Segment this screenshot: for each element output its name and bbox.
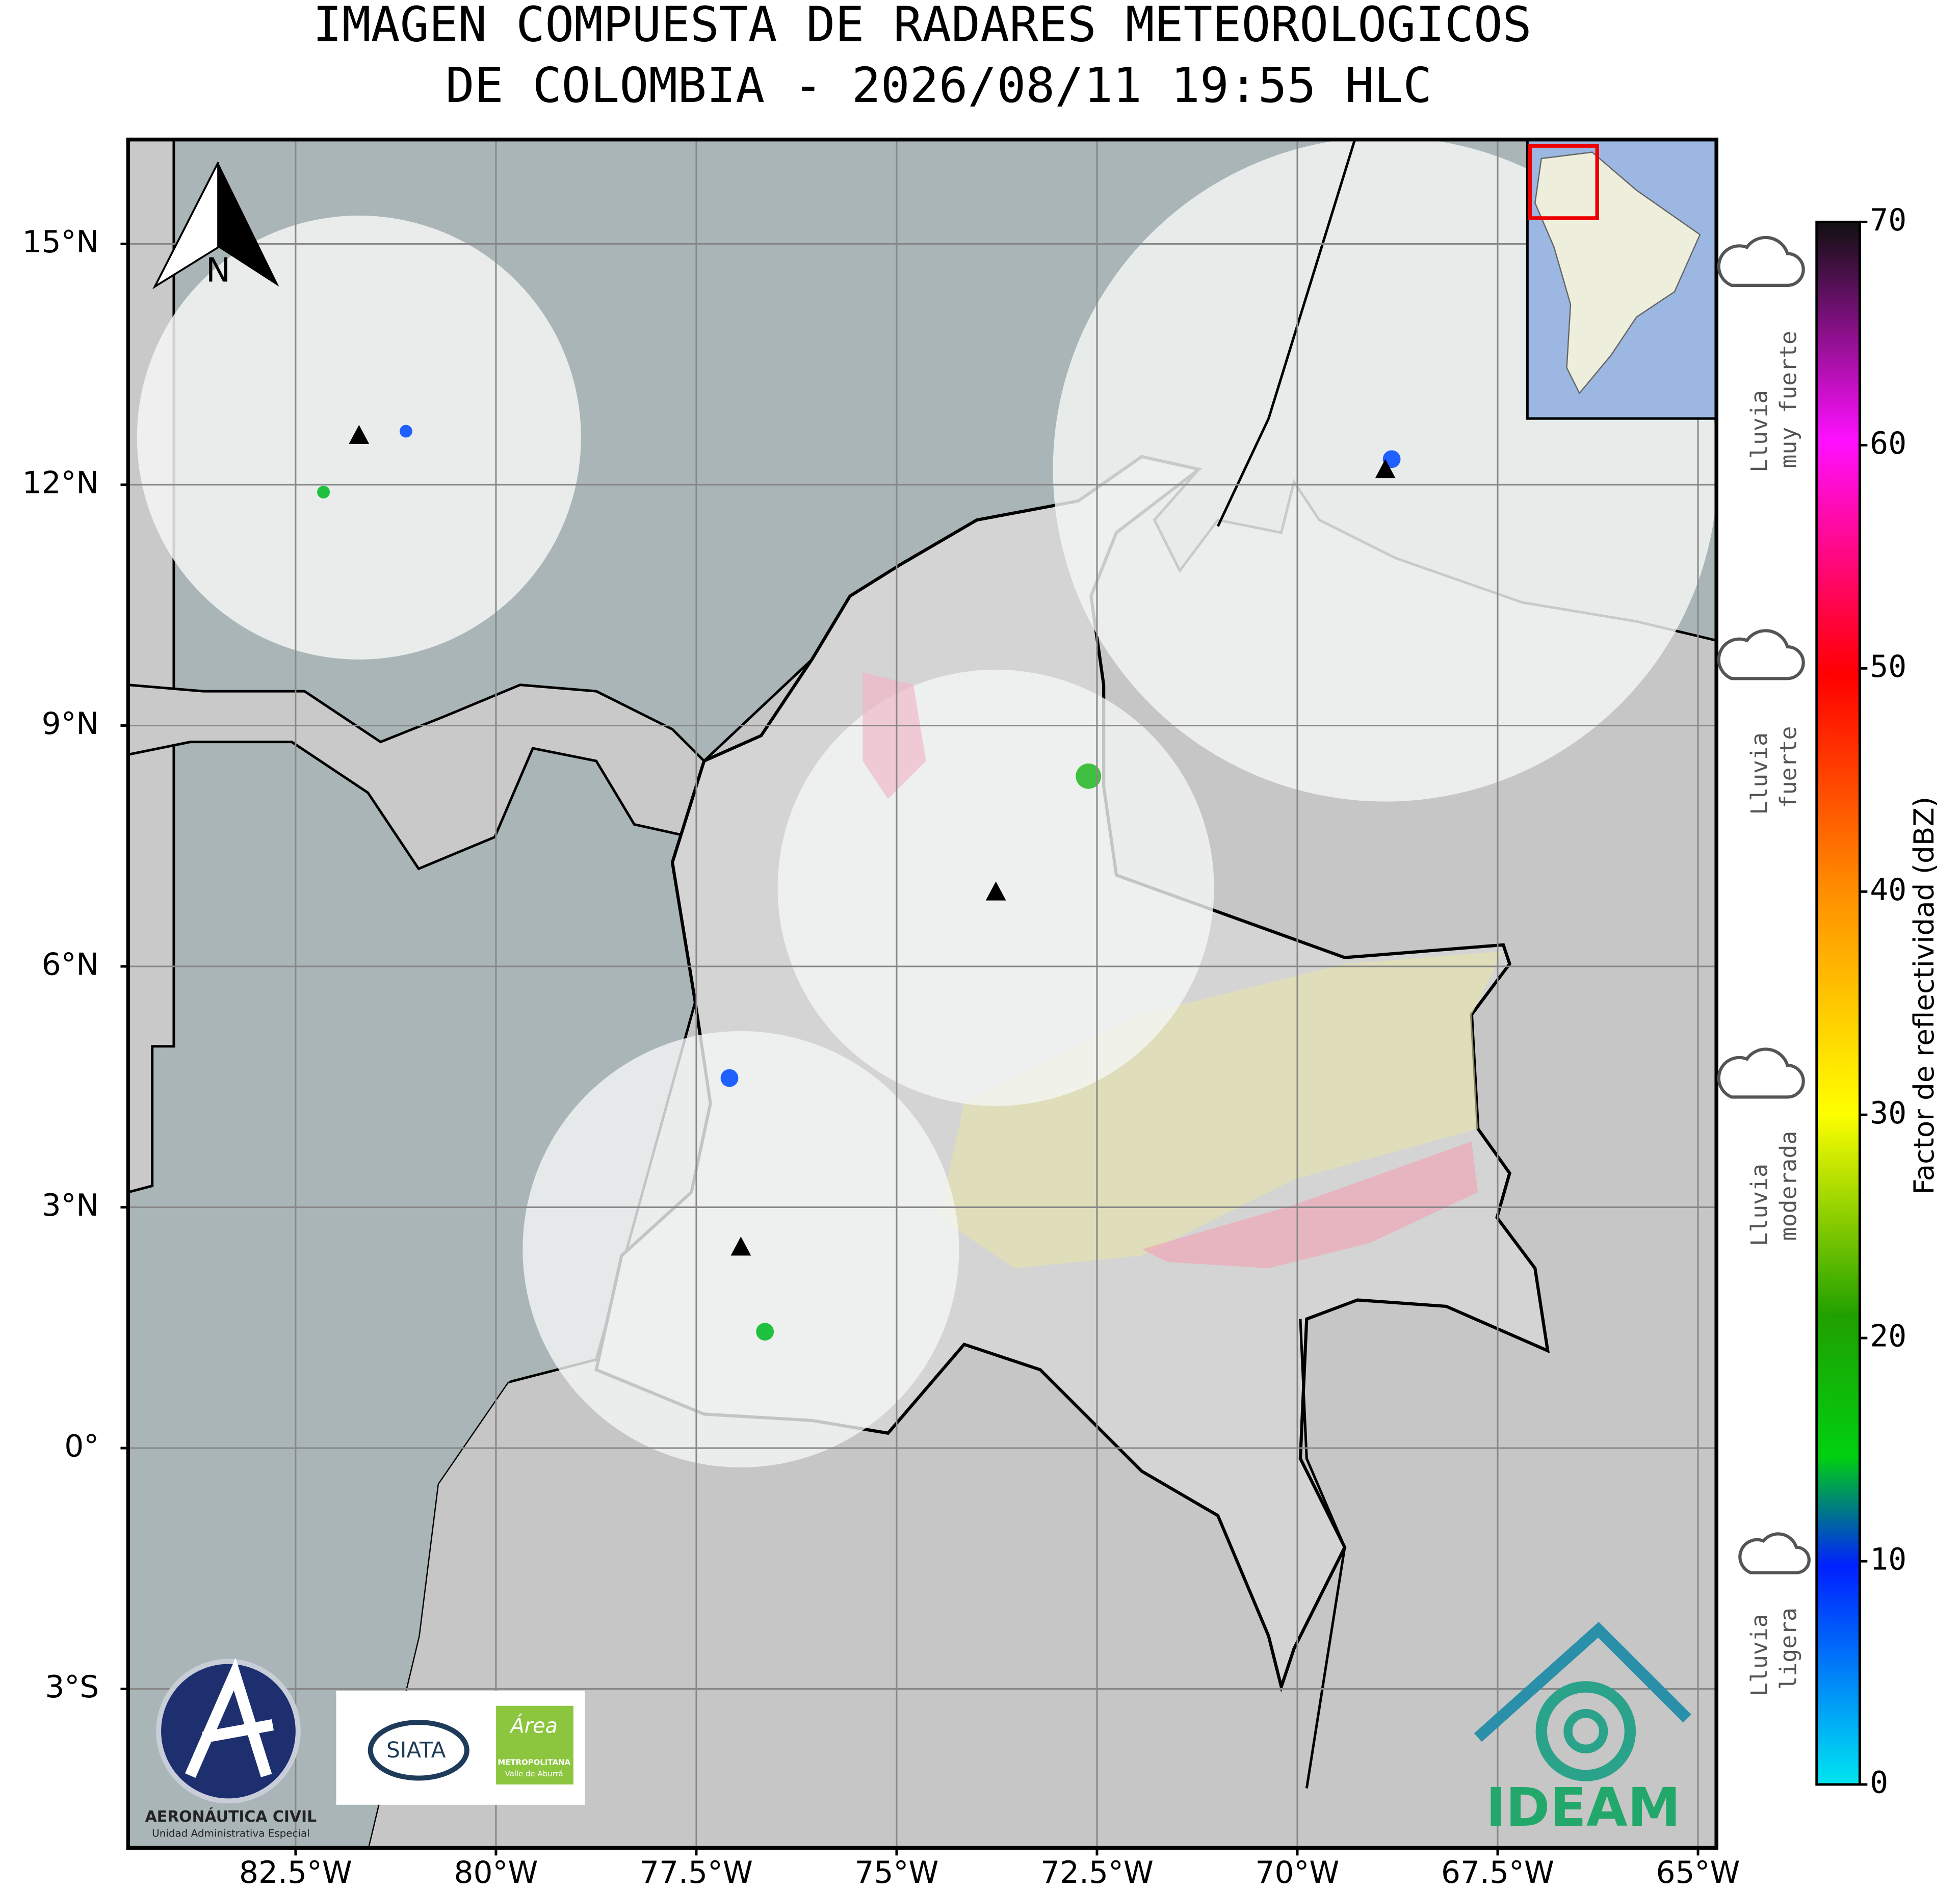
central-america [128,684,705,871]
radar-site [349,425,370,444]
radar-site [1375,459,1396,479]
echo [399,425,412,438]
logo-text: METROPOLITANA [498,1758,570,1767]
rain-label: Lluvia [1745,732,1772,815]
x-tick-label: 82.5°W [239,1855,352,1890]
north-label: N [206,252,230,290]
logo-text: Unidad Administrativa Especial [152,1828,310,1840]
colorbar-tick-label: 20 [1870,1319,1906,1354]
colorbar-tick-label: 10 [1870,1542,1906,1578]
colorbar-tick-label: 40 [1870,873,1906,908]
x-tick-label: 65°W [1656,1855,1740,1890]
colorbar-tick-label: 0 [1870,1766,1888,1801]
border [1216,139,1356,527]
logo-text: AERONÁUTICA CIVIL [145,1807,317,1826]
rain-legend: Lluvia muy fuerte Lluvia fuerte Lluvia m… [1717,235,1811,1696]
aerocivil-logo [185,1658,274,1778]
area-logo [496,1705,573,1784]
y-tick-label: 6°N [42,948,99,983]
x-tick-label: 75°W [854,1855,938,1890]
radar-site [985,881,1006,901]
rain-label: ligera [1775,1608,1802,1690]
ideam-logo [1474,1622,1691,1742]
inset-extent [1528,144,1599,220]
radar-site [730,1237,751,1256]
rain-label: Lluvia [1745,1614,1772,1696]
border [1299,1319,1346,1789]
map-frame [126,137,1718,1850]
graticule [128,139,1717,1848]
rain-icon [1717,235,1805,287]
ideam-logo [1535,1681,1636,1781]
logo-text: SIATA [386,1738,446,1763]
colorbar-tick-label: 50 [1870,649,1906,685]
logo-text: Área [509,1714,557,1738]
echo [317,486,330,498]
rain-label: muy fuerte [1775,331,1802,468]
map-area: N AERONÁUTICA CIVIL Unidad Administrativ… [128,139,1717,1848]
y-tick-label: 3°S [45,1670,99,1705]
y-tick-label: 15°N [22,225,99,260]
rain-label: Lluvia [1745,1164,1772,1246]
region-shade [1141,1141,1478,1269]
title-line: IMAGEN COMPUESTA DE RADARES METEOROLOGIC… [313,0,1532,53]
y-tick-label: 0° [64,1429,99,1464]
x-tick-label: 77.5°W [640,1855,753,1890]
rain-label: Lluvia [1745,390,1772,472]
x-tick-label: 80°W [454,1855,538,1890]
title-line: DE COLOMBIA - 2026/08/11 19:55 HLC [446,58,1432,114]
land [128,139,175,1194]
rain-icon [1738,1532,1811,1574]
colorbar [1815,220,1861,1786]
rain-icon [1717,629,1805,680]
rain-label: moderada [1775,1131,1802,1241]
inset-continent [1534,151,1701,395]
echo [1076,763,1102,789]
logo-text: IDEAM [1486,1776,1681,1839]
colorbar-tick-label: 60 [1870,426,1906,461]
colorbar-tick-label: 70 [1870,203,1906,238]
x-tick-label: 70°W [1256,1855,1340,1890]
y-tick-label: 12°N [22,466,99,501]
y-tick-label: 3°N [42,1188,99,1223]
logo-text: Valle de Aburrá [505,1769,563,1778]
rain-label: fuerte [1775,726,1802,809]
x-tick-label: 67.5°W [1441,1855,1554,1890]
colorbar-label: Factor de reflectividad (dBZ) [1907,797,1940,1195]
rain-icon [1717,1047,1805,1099]
ideam-logo [1563,1709,1608,1754]
region-shade [863,672,926,799]
y-tick-label: 9°N [42,706,99,742]
echo [720,1069,739,1087]
siata-logo [368,1720,469,1781]
x-tick-label: 72.5°W [1040,1855,1154,1890]
colorbar-tick-label: 30 [1870,1096,1906,1131]
echo [756,1323,774,1341]
region-shade [938,951,1504,1269]
